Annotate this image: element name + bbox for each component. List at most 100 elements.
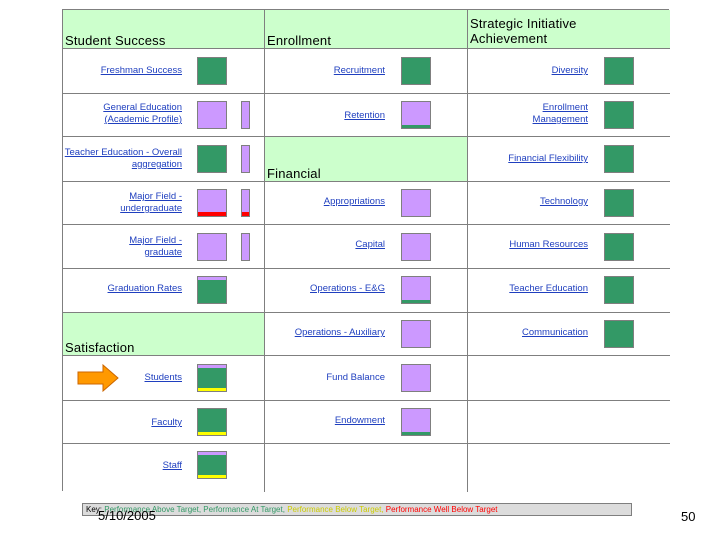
student-success-title: Student Success [65,33,166,48]
row-graduation-rates: Graduation Rates [63,269,265,313]
major-field-ug-sub-indicator [241,189,250,217]
major-field-grad-sub-indicator [241,233,250,261]
row-general-education: General Education (Academic Profile) [63,94,265,137]
row-teacher-education-strategic: Teacher Education [468,269,670,313]
row-retention: Retention [265,94,468,137]
technology-link[interactable]: Technology [539,196,588,207]
satisfaction-title: Satisfaction [65,340,135,355]
footer-date: 5/10/2005 [98,508,156,523]
row-diversity: Diversity [468,49,670,94]
legend-key: Key: [86,505,103,514]
graduation-rates-link[interactable]: Graduation Rates [107,283,182,294]
student-success-header: Student Success [63,10,265,49]
technology-indicator [604,189,634,217]
diversity-link[interactable]: Diversity [551,65,588,76]
fund-balance-indicator [401,364,431,392]
major-field-grad-link[interactable]: Major Field - graduate [129,235,182,258]
arrow-right-icon [77,364,119,392]
row-teacher-education: Teacher Education - Overall aggregation [63,137,265,182]
row-technology: Technology [468,182,670,225]
financial-flexibility-indicator [604,145,634,173]
general-education-sub-indicator [241,101,250,129]
teacher-education-sub-indicator [241,145,250,173]
general-education-indicator [197,101,227,129]
row-recruitment: Recruitment [265,49,468,94]
freshman-success-indicator [197,57,227,85]
capital-indicator [401,233,431,261]
enrollment-management-link[interactable]: Enrollment Management [532,102,588,125]
row-empty-1 [468,356,670,401]
recruitment-link[interactable]: Recruitment [333,65,385,76]
scorecard-grid: Student Success Enrollment Strategic Ini… [62,9,670,492]
teacher-education-link[interactable]: Teacher Education [509,283,588,294]
enrollment-management-indicator [604,101,634,129]
financial-header: Financial [265,137,468,182]
financial-flexibility-link[interactable]: Financial Flexibility [508,153,588,164]
row-fund-balance: Fund Balance [265,356,468,401]
row-communication: Communication [468,313,670,356]
appropriations-indicator [401,189,431,217]
major-field-ug-indicator [197,189,227,217]
row-empty-4 [468,444,670,492]
row-faculty: Faculty [63,401,265,444]
human-resources-indicator [604,233,634,261]
teacher-education-overall-indicator [197,145,227,173]
staff-indicator [197,451,227,479]
diversity-indicator [604,57,634,85]
row-appropriations: Appropriations [265,182,468,225]
recruitment-indicator [401,57,431,85]
legend-above: Performance Above Target, [104,505,202,514]
faculty-link[interactable]: Faculty [151,417,182,428]
legend-well-below: Performance Well Below Target [385,505,498,514]
row-staff: Staff [63,444,265,492]
students-indicator [197,364,227,392]
row-financial-flexibility: Financial Flexibility [468,137,670,182]
human-resources-link[interactable]: Human Resources [509,239,588,250]
students-link[interactable]: Students [144,372,183,383]
enrollment-header: Enrollment [265,10,468,49]
operations-auxiliary-indicator [401,320,431,348]
legend-bar: Key: Performance Above Target, Performan… [82,503,632,516]
row-empty-3 [265,444,468,492]
satisfaction-header: Satisfaction [63,313,265,356]
page-number: 50 [681,509,696,524]
retention-indicator [401,101,431,129]
major-field-ug-link[interactable]: Major Field - undergraduate [120,191,182,214]
operations-eg-indicator [401,276,431,304]
capital-link[interactable]: Capital [355,239,385,250]
teacher-education-overall-link[interactable]: Teacher Education - Overall aggregation [64,147,182,170]
graduation-rates-indicator [197,276,227,304]
legend-below: Performance Below Target, [287,505,384,514]
fund-balance-label: Fund Balance [326,372,385,383]
general-education-link[interactable]: General Education (Academic Profile) [103,102,182,125]
communication-indicator [604,320,634,348]
freshman-success-link[interactable]: Freshman Success [100,65,182,76]
operations-auxiliary-link[interactable]: Operations - Auxiliary [294,327,385,338]
legend-at: Performance At Target, [203,505,285,514]
row-operations-eg: Operations - E&G [265,269,468,313]
row-operations-auxiliary: Operations - Auxiliary [265,313,468,356]
row-enrollment-management: Enrollment Management [468,94,670,137]
faculty-indicator [197,408,227,436]
row-major-field-ug: Major Field - undergraduate [63,182,265,225]
operations-eg-link[interactable]: Operations - E&G [310,283,385,294]
teacher-education-indicator [604,276,634,304]
endowment-indicator [401,408,431,436]
communication-link[interactable]: Communication [522,327,588,338]
financial-title: Financial [267,166,321,181]
retention-link[interactable]: Retention [344,110,385,121]
enrollment-title: Enrollment [267,33,332,48]
major-field-grad-indicator [197,233,227,261]
row-major-field-grad: Major Field - graduate [63,225,265,269]
row-endowment: Endowment [265,401,468,444]
row-empty-2 [468,401,670,444]
staff-link[interactable]: Staff [162,460,182,471]
strategic-header: Strategic Initiative Achievement [468,10,670,49]
endowment-link[interactable]: Endowment [334,415,385,426]
row-freshman-success: Freshman Success [63,49,265,94]
row-students: Students [63,356,265,401]
appropriations-link[interactable]: Appropriations [323,196,385,207]
row-capital: Capital [265,225,468,269]
strategic-title: Strategic Initiative Achievement [470,16,577,46]
row-human-resources: Human Resources [468,225,670,269]
